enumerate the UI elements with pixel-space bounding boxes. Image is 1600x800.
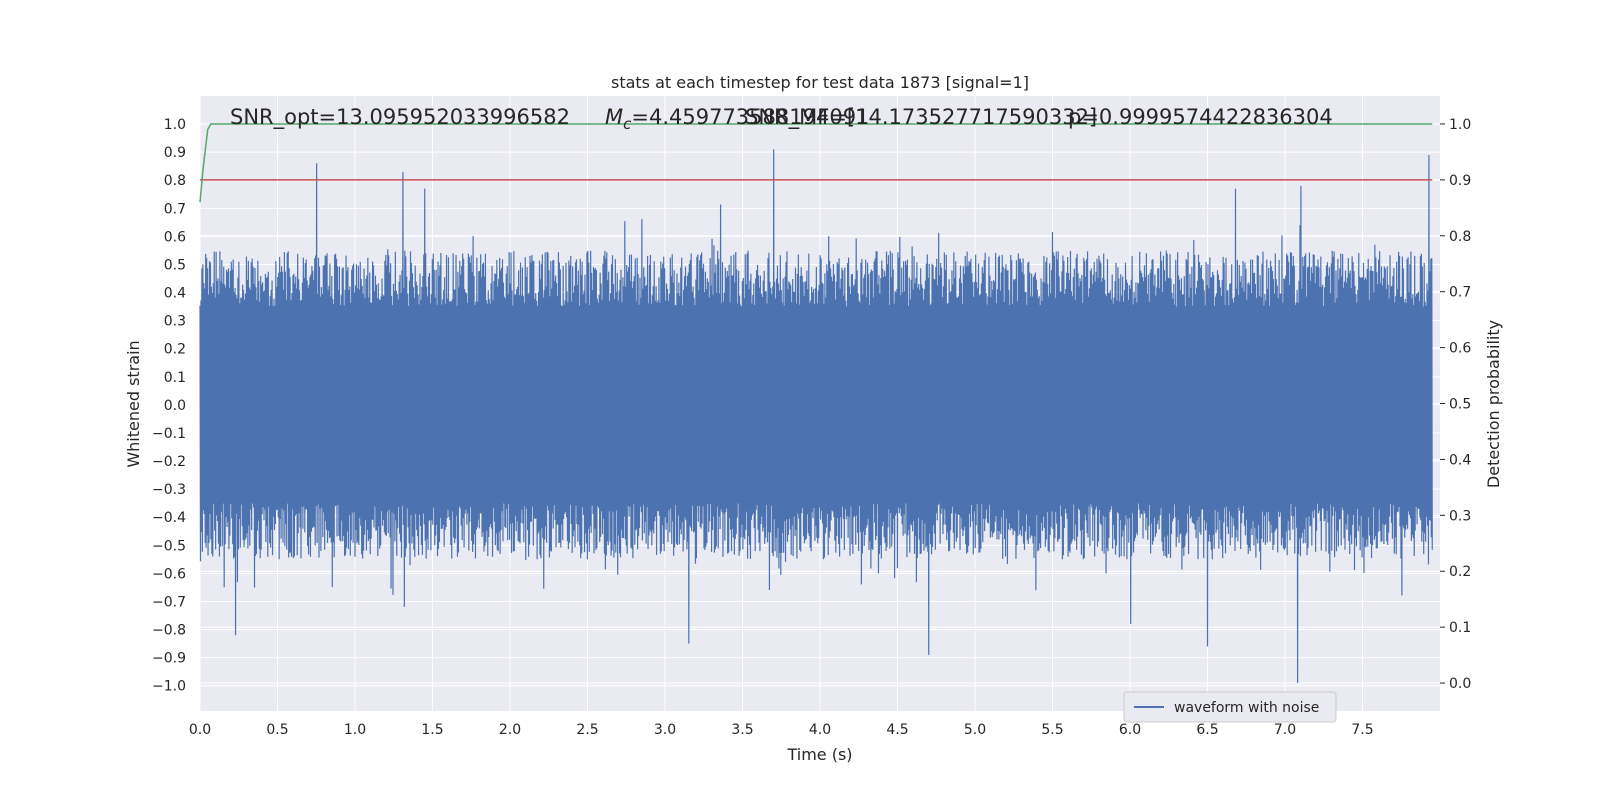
x-tick-label: 6.5: [1196, 722, 1218, 738]
y2-tick-label: 1.0: [1449, 117, 1471, 133]
y2-tick-label: 0.4: [1449, 452, 1471, 468]
annotation-snr-opt: SNR_opt=13.095952033996582: [230, 105, 570, 130]
x-tick-label: 5.5: [1041, 722, 1063, 738]
y2-tick-label: 0.1: [1449, 620, 1471, 636]
x-tick-label: 2.5: [576, 722, 598, 738]
waveform-line: [199, 149, 1433, 683]
y-tick-label: 0.8: [164, 173, 186, 189]
x-tick-label: 7.0: [1274, 722, 1296, 738]
y2-axis-label: Detection probability: [1484, 320, 1503, 488]
chart-title: stats at each timestep for test data 187…: [611, 73, 1029, 92]
annotation-snr-mf: SNR_MF=[14.173527717590332]: [745, 105, 1097, 130]
y-tick-label: −1.0: [152, 679, 186, 695]
y2-tick-label: 0.5: [1449, 397, 1471, 413]
y-tick-label: −0.4: [152, 510, 186, 526]
y-tick-label: 0.2: [164, 342, 186, 358]
y-tick-label: 0.6: [164, 229, 186, 245]
y2-tick-label: 0.7: [1449, 285, 1471, 301]
y-tick-label: 0.4: [164, 286, 186, 302]
y2-tick-label: 0.9: [1449, 173, 1471, 189]
y-tick-label: −0.9: [152, 651, 186, 667]
y2-tick-label: 0.6: [1449, 341, 1471, 357]
x-tick-label: 3.5: [731, 722, 753, 738]
y-tick-label: 1.0: [164, 117, 186, 133]
y-tick-label: −0.6: [152, 566, 186, 582]
y-tick-label: 0.3: [164, 314, 186, 330]
probability-series: [199, 123, 1433, 203]
x-tick-label: 3.0: [654, 722, 676, 738]
y-tick-label: −0.7: [152, 594, 186, 610]
y2-tick-label: 0.8: [1449, 229, 1471, 245]
waveform-series: [199, 149, 1433, 683]
annotation-probability: p=0.9999574422836304: [1068, 105, 1333, 129]
x-tick-label: 4.0: [809, 722, 831, 738]
x-tick-label: 1.5: [421, 722, 443, 738]
y2-axis-ticks: 1.0 0.9 0.8 0.7 0.6 0.5 0.4 0.3 0.2 0.1 0.0: [1440, 117, 1471, 692]
x-axis-label: Time (s): [786, 745, 852, 764]
y-axis-label: Whitened strain: [124, 340, 143, 467]
y-tick-label: 0.5: [164, 257, 186, 273]
y-tick-label: −0.1: [152, 426, 186, 442]
x-tick-label: 1.0: [344, 722, 366, 738]
x-tick-label: 6.0: [1119, 722, 1141, 738]
legend: waveform with noise: [1123, 691, 1337, 723]
y2-tick-label: 0.2: [1449, 564, 1471, 580]
y-tick-label: 0.1: [164, 370, 186, 386]
y-tick-label: −0.3: [152, 482, 186, 498]
x-tick-label: 2.0: [499, 722, 521, 738]
x-tick-label: 5.0: [964, 722, 986, 738]
annotation-chirp-mass: Mc=4.459773588194091: [605, 105, 869, 133]
x-tick-label: 4.5: [886, 722, 908, 738]
x-tick-label: 0.0: [189, 722, 211, 738]
x-axis-ticks: 0.0 0.5 1.0 1.5 2.0 2.5 3.0 3.5 4.0 4.5 5.0 5.5 6.0 6…: [189, 722, 1374, 738]
y-axis-ticks: 1.0 0.9 0.8 0.7 0.6 0.5 0.4 0.3 0.2 0.1 0.0 −0.1 −0.…: [152, 117, 186, 695]
legend-label: waveform with noise: [1174, 700, 1319, 716]
y2-tick-label: 0.0: [1449, 676, 1471, 692]
y-tick-label: 0.0: [164, 398, 186, 414]
x-tick-label: 0.5: [266, 722, 288, 738]
x-tick-label: 7.5: [1351, 722, 1373, 738]
detection-probability-line: [199, 123, 1433, 203]
y-tick-label: −0.2: [152, 454, 186, 470]
y-tick-label: −0.5: [152, 538, 186, 554]
y-tick-label: 0.9: [164, 145, 186, 161]
legend-box: [1123, 691, 1337, 723]
y2-tick-label: 0.3: [1449, 508, 1471, 524]
y-tick-label: −0.8: [152, 623, 186, 639]
y-tick-label: 0.7: [164, 201, 186, 217]
